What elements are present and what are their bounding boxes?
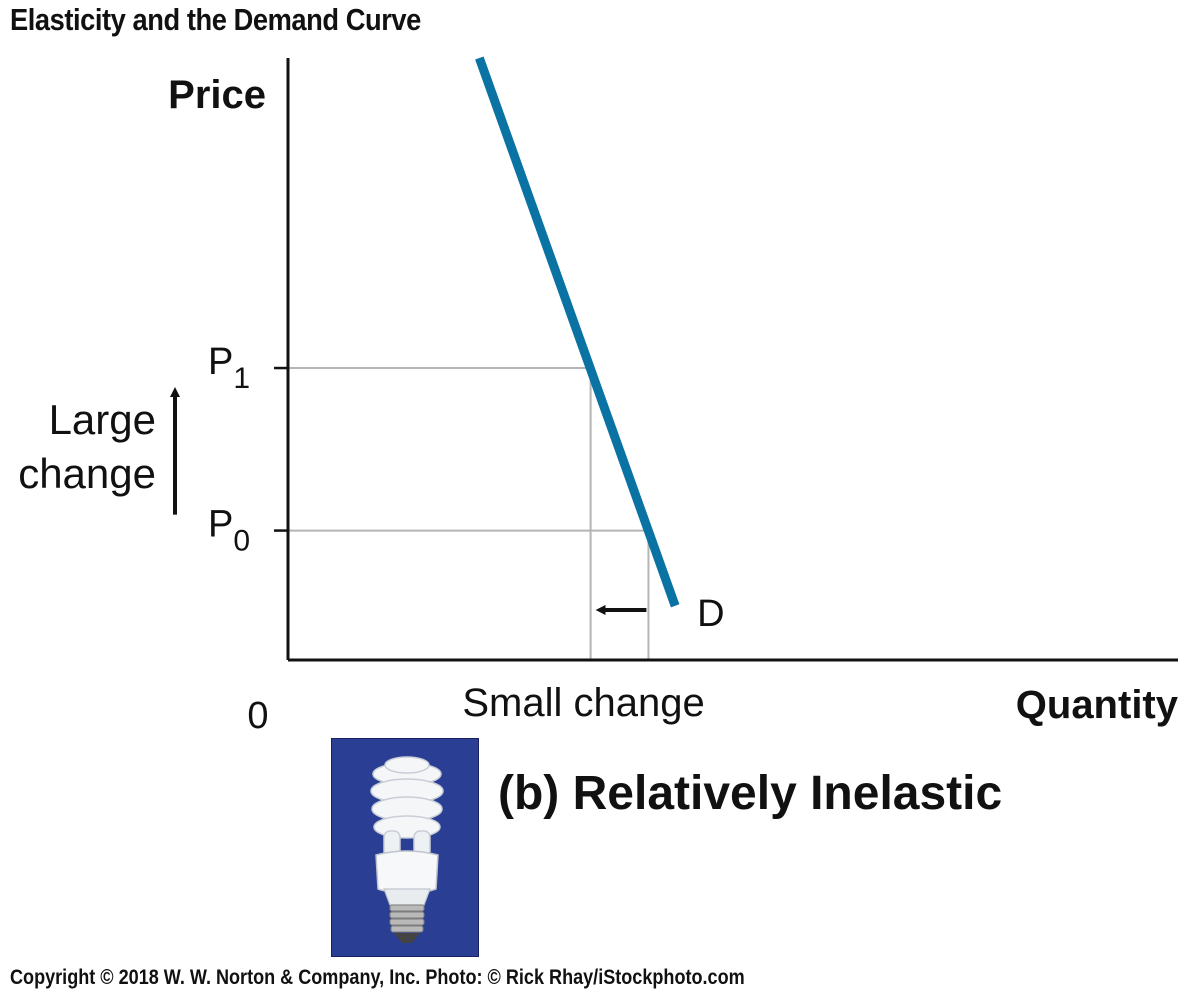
y-axis-label: Price bbox=[168, 73, 266, 117]
quantity-change-label: Small change bbox=[462, 681, 704, 725]
price-level-label: P1 bbox=[208, 341, 250, 395]
chart-title: Elasticity and the Demand Curve bbox=[10, 2, 421, 37]
demand-curve-label: D bbox=[697, 593, 724, 635]
copyright-notice: Copyright © 2018 W. W. Norton & Company,… bbox=[10, 966, 745, 989]
light-bulb-photo bbox=[331, 738, 479, 957]
origin-label: 0 bbox=[247, 695, 268, 737]
price-change-label: change bbox=[18, 450, 156, 497]
price-change-label: Large bbox=[49, 396, 156, 443]
x-axis-label: Quantity bbox=[1016, 683, 1179, 727]
price-level-label: P0 bbox=[208, 504, 250, 558]
panel-label: (b) Relatively Inelastic bbox=[498, 767, 1003, 820]
demand-curve-line bbox=[475, 56, 680, 608]
light-bulb-icon bbox=[370, 756, 444, 943]
